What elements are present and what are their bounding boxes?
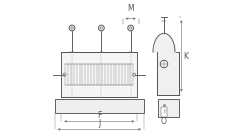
Circle shape	[133, 73, 136, 76]
Bar	[55, 99, 144, 113]
Circle shape	[100, 27, 102, 29]
Circle shape	[160, 60, 168, 68]
Circle shape	[98, 25, 104, 31]
Bar	[61, 52, 137, 97]
Circle shape	[128, 25, 134, 31]
Text: M: M	[127, 4, 134, 13]
Bar	[161, 107, 167, 117]
Bar	[158, 99, 179, 117]
Bar	[157, 52, 179, 95]
Text: J: J	[98, 119, 101, 128]
Text: F: F	[97, 111, 101, 120]
Text: O: O	[161, 118, 167, 126]
Circle shape	[130, 27, 132, 29]
Text: I: I	[163, 109, 165, 115]
Circle shape	[69, 25, 75, 31]
Text: K: K	[183, 52, 188, 61]
Text: OKER: OKER	[74, 66, 130, 84]
Circle shape	[71, 27, 73, 29]
Circle shape	[63, 73, 66, 76]
